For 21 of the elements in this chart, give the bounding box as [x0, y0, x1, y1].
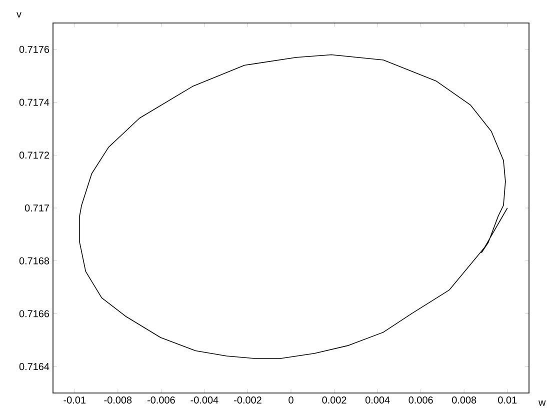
y-tick-label: 0.7168	[19, 257, 50, 264]
x-tick-label: -0.002	[234, 396, 262, 404]
y-tick-label: 0.7174	[19, 98, 50, 106]
x-tick-label: -0.01	[64, 396, 86, 404]
x-tick-label: 0.006	[408, 396, 433, 404]
y-tick-label: 0.7176	[19, 46, 50, 53]
x-tick-label: 0.002	[322, 396, 346, 404]
x-tick-label: 0.01	[498, 396, 517, 404]
x-axis-title: w	[538, 400, 546, 406]
y-axis-title: v	[16, 12, 22, 18]
line-series	[79, 54, 508, 360]
x-tick-label: 0.008	[452, 396, 476, 404]
x-tick-label: -0.006	[147, 396, 175, 404]
x-tick-label: 0	[288, 396, 294, 404]
y-tick-label: 0.717	[24, 204, 49, 212]
x-tick-label: 0.004	[365, 396, 390, 404]
y-tick-label: 0.7166	[19, 310, 50, 318]
x-tick-label: -0.008	[104, 396, 132, 404]
y-tick-label: 0.7164	[19, 363, 50, 370]
y-tick-label: 0.7172	[19, 152, 49, 159]
x-tick-label: -0.004	[190, 396, 218, 404]
